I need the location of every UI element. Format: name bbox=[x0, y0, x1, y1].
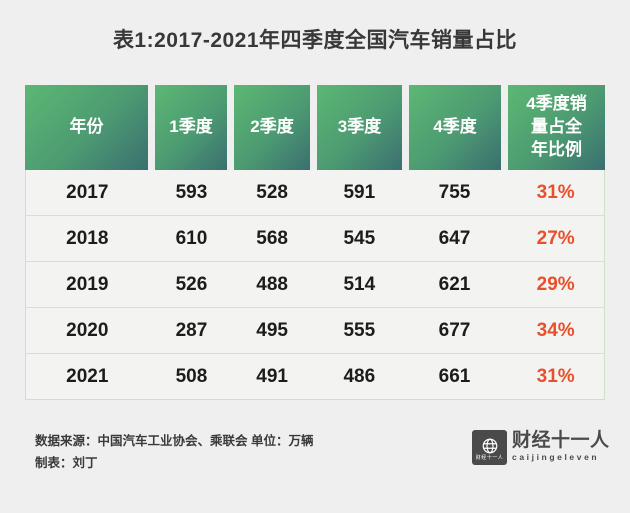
column-header-q1: 1季度 bbox=[155, 85, 227, 170]
table-body: 2017 593 528 591 755 31% 2018 610 568 54… bbox=[25, 170, 605, 400]
brand-logo-badge: 财经十一人 bbox=[472, 430, 507, 465]
cell-q4-share: 34% bbox=[536, 319, 575, 341]
cell-q4-share: 31% bbox=[536, 365, 575, 387]
cell-q4: 621 bbox=[438, 273, 471, 295]
cell-year: 2018 bbox=[66, 227, 109, 249]
cell-q4: 661 bbox=[438, 365, 471, 387]
table-author-note: 制表：刘丁 bbox=[35, 455, 98, 470]
data-table: 年份 1季度 2季度 3季度 4季度 4季度销 量占全 年比例 2017 593… bbox=[25, 85, 605, 400]
brand-name-english: caijingeleven bbox=[512, 452, 600, 462]
table-row: 2021 508 491 486 661 31% bbox=[26, 354, 604, 399]
cell-q2: 488 bbox=[256, 273, 288, 295]
cell-q1: 593 bbox=[175, 181, 208, 203]
cell-q2: 568 bbox=[256, 227, 288, 249]
cell-q1: 526 bbox=[175, 273, 208, 295]
cell-q2: 528 bbox=[256, 181, 288, 203]
cell-q3: 555 bbox=[343, 319, 376, 341]
cell-q1: 508 bbox=[175, 365, 208, 387]
cell-q4-share: 31% bbox=[536, 181, 575, 203]
cell-q3: 591 bbox=[343, 181, 376, 203]
cell-q4: 677 bbox=[438, 319, 471, 341]
column-header-q3: 3季度 bbox=[317, 85, 402, 170]
cell-q4-share: 27% bbox=[536, 227, 575, 249]
table-row: 2019 526 488 514 621 29% bbox=[26, 262, 604, 308]
cell-year: 2021 bbox=[66, 365, 109, 387]
brand-name-chinese: 财经十一人 bbox=[512, 430, 610, 451]
cell-q2: 495 bbox=[256, 319, 288, 341]
table-row: 2020 287 495 555 677 34% bbox=[26, 308, 604, 354]
table-row: 2018 610 568 545 647 27% bbox=[26, 216, 604, 262]
cell-q1: 610 bbox=[175, 227, 208, 249]
brand-logo-badge-label: 财经十一人 bbox=[475, 454, 504, 461]
cell-year: 2019 bbox=[66, 273, 109, 295]
brand-logo: 财经十一人 财经十一人 caijingeleven bbox=[472, 430, 610, 465]
cell-q3: 514 bbox=[343, 273, 376, 295]
column-header-q4: 4季度 bbox=[409, 85, 501, 170]
cell-q4-share: 29% bbox=[536, 273, 575, 295]
cell-q2: 491 bbox=[256, 365, 288, 387]
globe-icon bbox=[481, 437, 499, 455]
cell-q3: 545 bbox=[343, 227, 376, 249]
cell-q1: 287 bbox=[175, 319, 208, 341]
brand-logo-text: 财经十一人 caijingeleven bbox=[512, 430, 610, 462]
table-header-row: 年份 1季度 2季度 3季度 4季度 4季度销 量占全 年比例 bbox=[25, 85, 605, 170]
data-source-note: 数据来源：中国汽车工业协会、乘联会 单位：万辆 bbox=[35, 434, 314, 448]
page-title: 表1:2017-2021年四季度全国汽车销量占比 bbox=[112, 29, 518, 52]
column-header-year: 年份 bbox=[25, 85, 148, 170]
table-row: 2017 593 528 591 755 31% bbox=[26, 170, 604, 216]
cell-year: 2020 bbox=[66, 319, 109, 341]
cell-year: 2017 bbox=[66, 181, 109, 203]
cell-q4: 755 bbox=[438, 181, 471, 203]
column-header-q4-share: 4季度销 量占全 年比例 bbox=[508, 85, 605, 170]
footer-notes: 数据来源：中国汽车工业协会、乘联会 单位：万辆 制表：刘丁 bbox=[35, 431, 313, 475]
cell-q3: 486 bbox=[343, 365, 376, 387]
column-header-q2: 2季度 bbox=[234, 85, 310, 170]
cell-q4: 647 bbox=[438, 227, 471, 249]
